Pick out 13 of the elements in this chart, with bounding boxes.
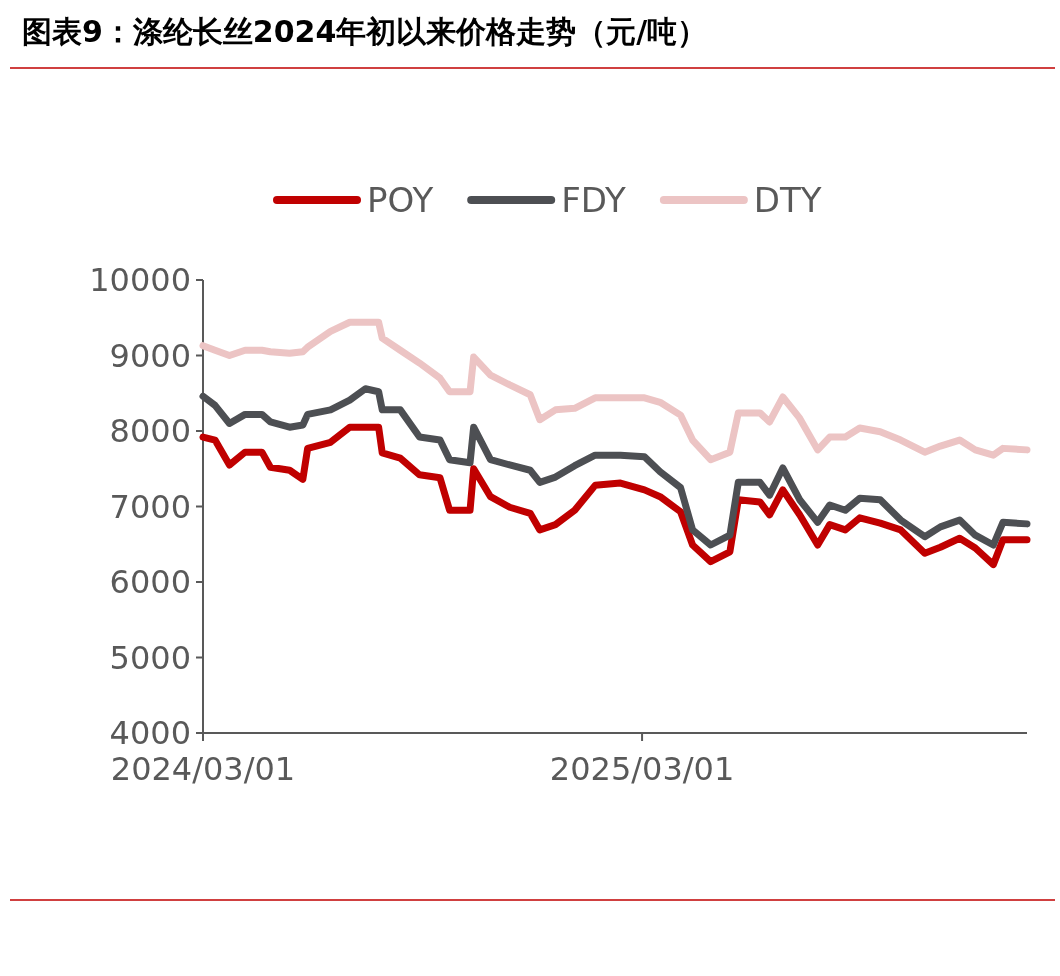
legend-label: FDY [561,180,627,220]
y-tick-label: 5000 [109,638,191,677]
y-tick-label: 9000 [109,336,191,375]
y-tick-label: 7000 [109,487,191,526]
y-tick-label: 4000 [109,714,191,752]
y-tick-label: 6000 [109,563,191,601]
legend-label: POY [367,180,434,220]
x-tick-label: 2024/03/01 [110,750,296,788]
chart-title: 图表9：涤纶长丝2024年初以来价格走势（元/吨） [22,14,708,49]
y-tick-label: 10000 [89,261,191,299]
y-tick-label: 8000 [109,412,191,450]
legend-label: DTY [753,180,822,220]
x-tick-label: 2025/03/01 [549,750,735,788]
